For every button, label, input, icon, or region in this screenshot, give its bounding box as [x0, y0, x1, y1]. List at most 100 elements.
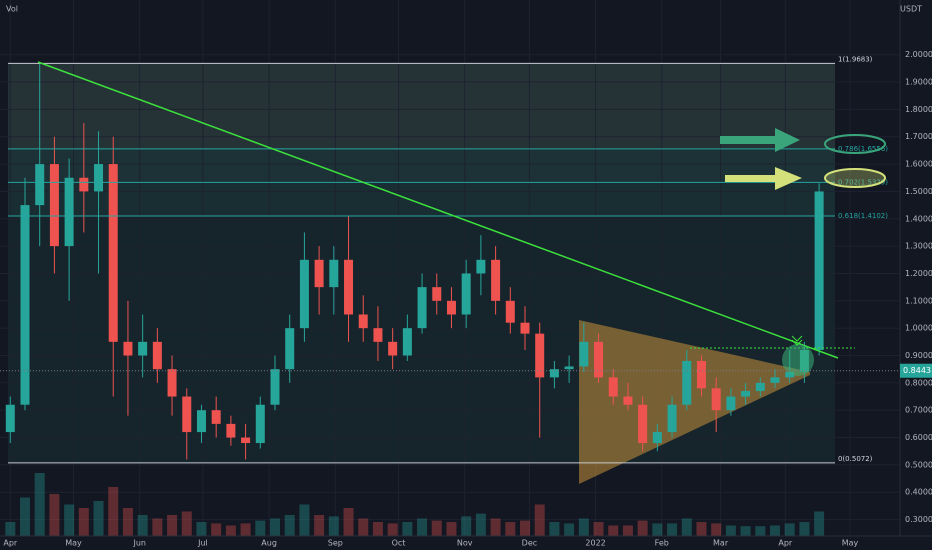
- y-tick-label: 0.7000: [905, 406, 932, 415]
- volume-label: Vol: [6, 5, 18, 14]
- candle-body: [711, 388, 721, 411]
- volume-bar: [328, 516, 339, 536]
- volume-bar: [490, 518, 501, 536]
- candle-body: [608, 377, 618, 397]
- candle-body: [255, 404, 265, 444]
- x-tick-label: 2022: [585, 539, 605, 548]
- candle-body: [299, 259, 309, 329]
- triangle-pattern: [579, 320, 810, 484]
- fib-zone: [8, 182, 835, 216]
- volume-bar: [431, 520, 442, 536]
- candle-body: [373, 328, 383, 342]
- volume-bar: [505, 522, 516, 536]
- trendline: [37, 61, 839, 359]
- volume-bar: [461, 516, 472, 536]
- y-tick-label: 1.2000: [905, 269, 932, 278]
- x-tick-label: Mar: [713, 539, 729, 548]
- grid: [0, 0, 900, 536]
- volume-bar: [34, 473, 45, 536]
- candle-body: [446, 300, 456, 315]
- candle-body: [20, 205, 30, 405]
- volume-bar: [564, 523, 575, 536]
- candle-body: [182, 396, 192, 433]
- volume-bar: [78, 508, 89, 536]
- volume-bar: [784, 523, 795, 536]
- y-tick-label: 1.6000: [905, 160, 932, 169]
- y-tick-label: 1.9000: [905, 78, 932, 87]
- volume-bar: [343, 508, 354, 536]
- y-tick-label: 0.4000: [905, 488, 932, 497]
- x-tick-label: Dec: [522, 539, 537, 548]
- volume-bar: [681, 518, 692, 536]
- volume-bar: [725, 525, 736, 536]
- x-tick-label: Oct: [392, 539, 406, 548]
- candle-body: [623, 396, 633, 405]
- candle-body: [388, 341, 398, 356]
- yellow-arrow: [725, 167, 802, 190]
- volume-bar: [20, 497, 30, 536]
- x-tick-label: Apr: [3, 539, 18, 548]
- candle-body: [285, 328, 295, 370]
- y-tick-label: 2.0000: [905, 50, 932, 59]
- volume-bar: [108, 487, 119, 536]
- fib-zone: [8, 63, 835, 149]
- candle-body: [726, 396, 736, 411]
- y-tick-label: 1.1000: [905, 296, 932, 305]
- volume-bar: [196, 522, 207, 536]
- x-tick-label: May: [842, 539, 859, 548]
- volume-bar: [652, 523, 663, 536]
- last-price: 0.8443: [0, 363, 932, 378]
- volume-bar: [520, 520, 530, 536]
- breakout-marker: [791, 335, 803, 346]
- candle-body: [402, 328, 412, 356]
- candle-body: [520, 322, 530, 334]
- y-tick-label: 1.5000: [905, 187, 932, 196]
- volume-bar: [255, 520, 266, 536]
- candle-body: [696, 360, 706, 389]
- candle-body: [476, 259, 486, 274]
- volume-bar: [225, 525, 236, 536]
- fib-lines: 1(1.9683) 0.786(1.6556) 0.702(1.5329) 0.618…: [8, 55, 888, 464]
- volume-bar: [740, 526, 751, 536]
- y-tick-label: 0.3000: [905, 515, 932, 524]
- green-ellipse: [824, 134, 886, 154]
- volume-bar: [637, 520, 648, 536]
- volume-bar: [608, 525, 619, 536]
- y-tick-label: 0.5000: [905, 460, 932, 469]
- candle-body: [652, 432, 662, 444]
- y-tick-label: 1.8000: [905, 105, 932, 114]
- fib-zone: [8, 148, 835, 183]
- candle-body: [138, 341, 148, 356]
- volume-bar: [711, 523, 722, 536]
- candle-body: [241, 437, 251, 444]
- candle-body: [770, 377, 780, 383]
- volume-bar: [181, 511, 192, 536]
- x-tick-label: Feb: [655, 539, 669, 548]
- volume-bar: [152, 518, 163, 536]
- last-price-box: [900, 363, 932, 378]
- y-tick-label: 0.9000: [905, 351, 932, 360]
- volume-bar: [284, 515, 295, 536]
- candle-body: [461, 273, 471, 315]
- x-tick-label: May: [65, 539, 82, 548]
- fib-zone: [8, 215, 835, 463]
- volume-bar: [814, 511, 825, 536]
- candle-body: [638, 404, 648, 444]
- volume-bar: [755, 526, 766, 536]
- candle-body: [505, 300, 515, 323]
- volume-bar: [578, 518, 589, 536]
- yellow-ellipse: [824, 168, 886, 188]
- candle-body: [549, 369, 559, 378]
- candle-body: [755, 382, 765, 392]
- candle-body: [94, 164, 104, 192]
- volume-bars: [5, 473, 825, 536]
- candle-body: [358, 314, 368, 329]
- candle-body: [785, 371, 795, 378]
- fib-label: 0(0.5072): [838, 455, 873, 463]
- volume-bar: [475, 513, 486, 536]
- candle-body: [594, 341, 604, 378]
- candle-body: [667, 404, 677, 433]
- candle-body: [579, 341, 589, 367]
- volume-bar: [211, 523, 222, 536]
